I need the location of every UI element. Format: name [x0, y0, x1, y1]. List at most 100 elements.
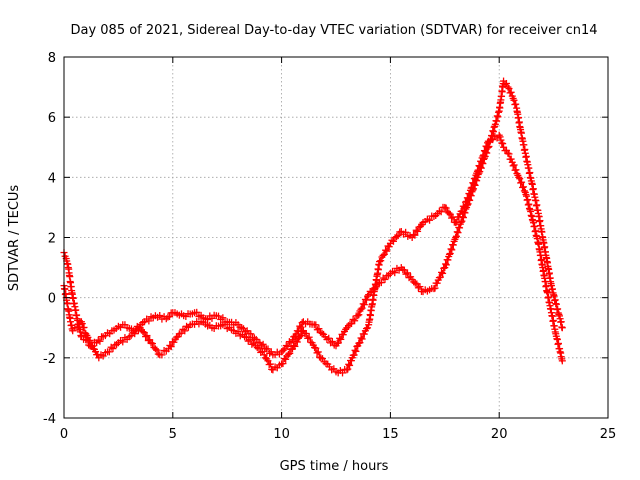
- data-point-fill: [437, 208, 445, 216]
- data-point-fill: [509, 162, 517, 170]
- data-point-fill: [475, 162, 483, 170]
- data-point-fill: [351, 317, 359, 325]
- data-point: [147, 339, 155, 347]
- data-point-fill: [360, 301, 368, 309]
- data-point-fill: [145, 317, 153, 325]
- data-point-fill: [454, 229, 462, 237]
- data-point-fill: [402, 270, 410, 278]
- data-point-fill: [297, 323, 305, 331]
- data-point-fill: [78, 320, 86, 328]
- x-tick-label: 10: [273, 427, 290, 442]
- data-point-fill: [345, 360, 353, 368]
- data-point-fill: [411, 279, 419, 287]
- data-point-fill: [382, 246, 390, 254]
- data-point-fill: [290, 341, 298, 349]
- data-point-fill: [480, 151, 488, 159]
- data-point: [354, 312, 362, 320]
- data-point-fill: [143, 332, 151, 340]
- data-point-fill: [312, 344, 320, 352]
- data-point: [343, 366, 351, 374]
- data-point-fill: [153, 346, 161, 354]
- data-point-fill: [377, 257, 385, 265]
- data-point-fill: [342, 325, 350, 333]
- data-point-fill: [298, 319, 306, 327]
- data-point-fill: [416, 283, 424, 291]
- data-point-fill: [411, 231, 419, 239]
- data-point-fill: [96, 337, 104, 345]
- data-point-fill: [460, 203, 468, 211]
- data-point-fill: [242, 333, 250, 341]
- data-point-fill: [358, 335, 366, 343]
- data-point-fill: [170, 338, 178, 346]
- data-point: [260, 351, 268, 359]
- data-point: [88, 342, 96, 350]
- data-point-fill: [459, 202, 467, 210]
- data-point-fill: [316, 353, 324, 361]
- data-point-fill: [339, 369, 347, 377]
- data-point-fill: [279, 360, 287, 368]
- data-point-fill: [455, 213, 463, 221]
- data-point-fill: [390, 237, 398, 245]
- data-point: [376, 258, 384, 266]
- data-point-fill: [177, 329, 185, 337]
- data-point-fill: [357, 334, 365, 342]
- data-point-fill: [448, 246, 456, 254]
- data-point-fill: [510, 161, 518, 169]
- data-point-fill: [477, 158, 485, 166]
- data-point-fill: [444, 256, 452, 264]
- data-point-fill: [466, 190, 474, 198]
- data-point-fill: [517, 179, 525, 187]
- data-point-fill: [480, 147, 488, 155]
- data-point-fill: [351, 346, 359, 354]
- data-point-fill: [246, 336, 254, 344]
- data-point-fill: [336, 334, 344, 342]
- data-point-fill: [284, 350, 292, 358]
- data-point-fill: [312, 321, 320, 329]
- data-point-fill: [403, 269, 411, 277]
- data-point-fill: [479, 152, 487, 160]
- data-point-fill: [442, 261, 450, 269]
- data-point-fill: [520, 187, 528, 195]
- data-point-fill: [502, 79, 510, 87]
- data-point-fill: [433, 279, 441, 287]
- data-point-fill: [325, 334, 333, 342]
- data-point-fill: [167, 343, 175, 351]
- data-point-fill: [315, 325, 323, 333]
- data-point-fill: [151, 345, 159, 353]
- data-point-fill: [496, 133, 504, 141]
- data-point-fill: [193, 308, 201, 316]
- data-point-fill: [146, 336, 154, 344]
- data-point-fill: [476, 162, 484, 170]
- data-point: [558, 357, 566, 365]
- x-tick-label: 5: [169, 427, 177, 442]
- data-point: [558, 324, 566, 332]
- data-point-fill: [518, 178, 526, 186]
- data-point-fill: [445, 250, 453, 258]
- data-point-fill: [349, 315, 357, 323]
- data-point-fill: [328, 337, 336, 345]
- data-point-fill: [247, 330, 255, 338]
- data-point-fill: [94, 336, 102, 344]
- data-point: [515, 173, 523, 181]
- data-point-fill: [414, 284, 422, 292]
- data-point-fill: [266, 349, 274, 357]
- data-point-fill: [467, 184, 475, 192]
- data-point-fill: [402, 228, 410, 236]
- data-point-fill: [305, 333, 313, 341]
- data-point-fill: [512, 100, 520, 108]
- data-point-fill: [452, 232, 460, 240]
- data-point-fill: [291, 342, 299, 350]
- data-point-fill: [364, 324, 372, 332]
- data-point-fill: [359, 300, 367, 308]
- data-point: [504, 149, 512, 157]
- data-point-fill: [302, 330, 310, 338]
- data-point-fill: [481, 147, 489, 155]
- y-tick-label: 6: [48, 111, 56, 126]
- data-point: [473, 167, 481, 175]
- data-point-fill: [383, 247, 391, 255]
- data-point-fill: [259, 340, 267, 348]
- data-point-fill: [414, 227, 422, 235]
- data-point-fill: [446, 250, 454, 258]
- data-point-fill: [313, 349, 321, 357]
